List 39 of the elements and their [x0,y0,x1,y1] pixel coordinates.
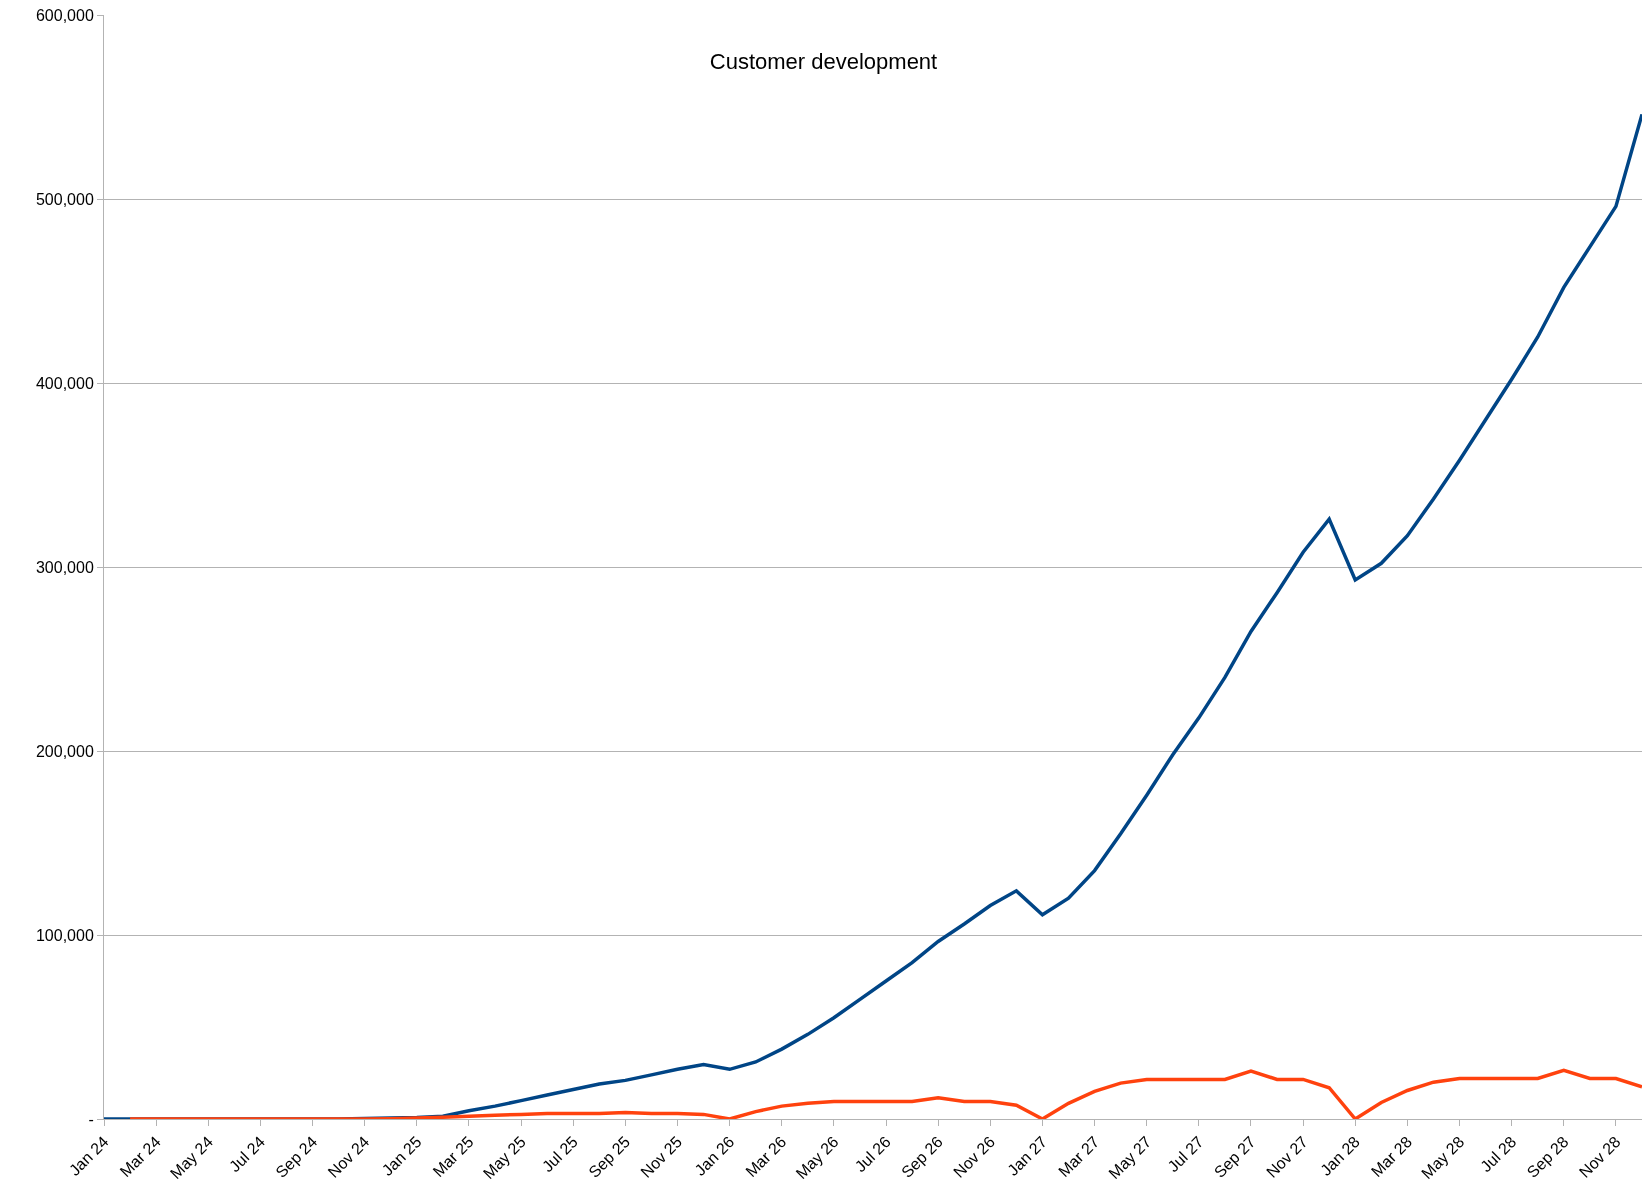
x-tick-label: Nov 24 [324,1132,373,1181]
y-tick-label: 200,000 [35,742,94,760]
x-tick-label: Sep 24 [272,1132,321,1181]
x-tick-label: Mar 28 [1367,1132,1416,1181]
x-tick-label: Mar 24 [116,1132,164,1181]
x-tick-label: Jul 25 [538,1132,582,1176]
x-tick-label: Nov 26 [950,1132,999,1181]
x-tick-label: Nov 28 [1575,1132,1624,1181]
x-tick-label: Sep 27 [1210,1132,1259,1181]
y-tick-label: 100,000 [35,926,94,944]
x-tick-label: Jan 28 [1317,1132,1364,1179]
x-tick-label: Mar 26 [742,1132,790,1181]
x-tick-label: Jul 28 [1477,1132,1520,1176]
x-tick-label: Sep 26 [898,1132,947,1181]
y-tick-label: - [88,1110,94,1128]
x-tick-label: Jul 24 [225,1132,269,1176]
y-tick-label: 400,000 [35,374,94,392]
x-tick-label: May 27 [1105,1132,1155,1183]
line-series [128,1068,1642,1119]
x-tick-label: May 26 [792,1132,842,1183]
x-tick-label: Jan 25 [378,1132,425,1179]
x-tick-label: May 24 [166,1132,217,1183]
y-tick-label: 500,000 [35,190,94,208]
x-tick-label: Jul 26 [851,1132,894,1176]
y-tick-label: 300,000 [35,558,94,576]
x-tick-label: Mar 27 [1055,1132,1103,1181]
x-tick-label: Nov 27 [1263,1132,1311,1181]
x-tick-label: Jan 24 [65,1132,112,1179]
x-tick-label: Jul 27 [1164,1132,1207,1176]
x-tick-label: Nov 25 [637,1132,686,1181]
x-tick-label: Sep 28 [1523,1132,1572,1181]
x-tick-label: Sep 25 [585,1132,634,1181]
x-tick-label: Jan 26 [691,1132,738,1179]
text: Customer development [709,49,938,75]
x-tick-label: May 28 [1418,1132,1468,1183]
x-tick-label: Mar 25 [429,1132,477,1181]
y-tick-label: 600,000 [35,6,94,24]
x-tick-label: May 25 [479,1132,529,1183]
x-tick-label: Jan 27 [1004,1132,1051,1179]
